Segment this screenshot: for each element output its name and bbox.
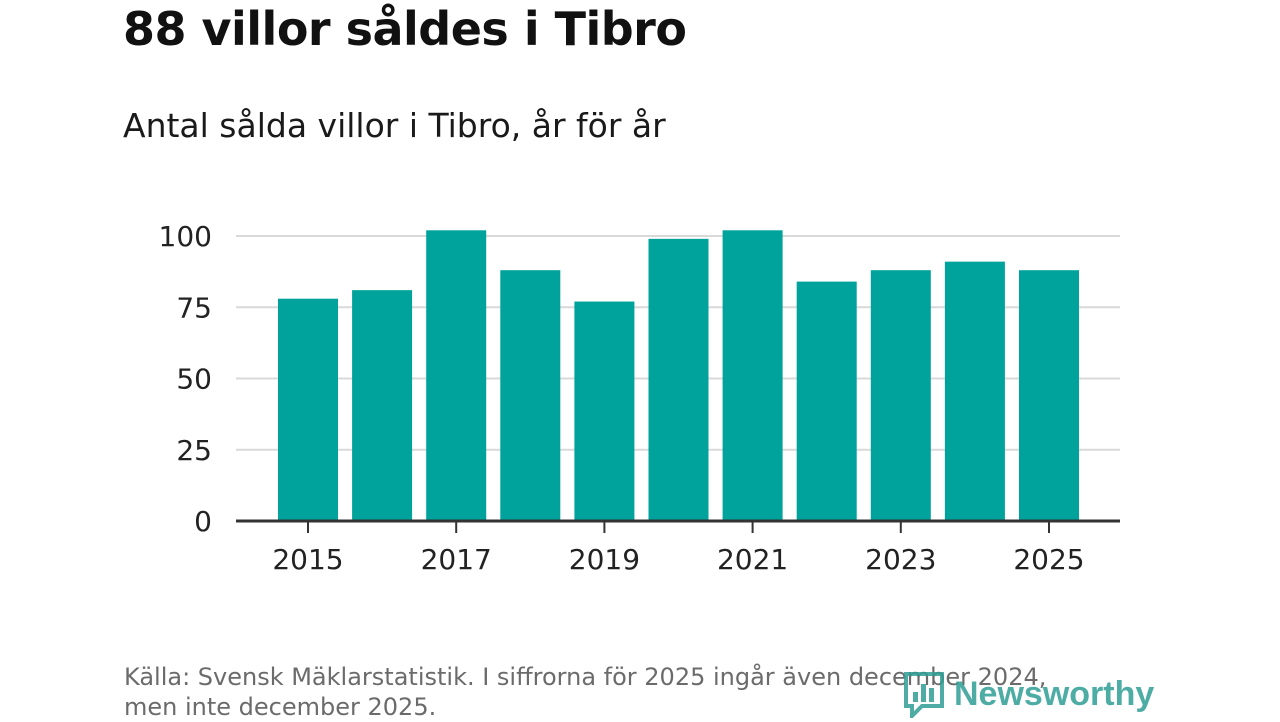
y-tick-label-50: 50 (176, 363, 212, 396)
bar-2024 (944, 261, 1005, 521)
bar-2019 (574, 301, 635, 521)
bar-2023 (870, 270, 931, 521)
newsworthy-logo-text: Newsworthy (954, 674, 1155, 713)
x-tick-label-2017: 2017 (421, 543, 492, 576)
y-tick-label-0: 0 (194, 505, 212, 538)
newsworthy-logo-icon (904, 672, 944, 718)
bar-2020 (648, 238, 709, 521)
x-tick-label-2019: 2019 (569, 543, 640, 576)
bars (278, 230, 1079, 522)
x-tick-label-2015: 2015 (272, 543, 343, 576)
bar-chart: 0 25 50 75 100 2015 2017 2019 2021 2023 2025 (159, 220, 1120, 576)
y-tick-label-100: 100 (159, 220, 212, 253)
chart-subtitle: Antal sålda villor i Tibro, år för år (123, 106, 666, 145)
y-tick-label-25: 25 (176, 434, 212, 467)
axes: 0 25 50 75 100 2015 2017 2019 2021 2023 2025 (159, 220, 1120, 576)
bar-2015 (278, 298, 338, 521)
source-line-2: men inte december 2025. (124, 693, 437, 721)
bar-2017 (426, 230, 487, 522)
source-note: Källa: Svensk Mäklarstatistik. I siffror… (124, 662, 1124, 722)
x-tick-label-2023: 2023 (865, 543, 936, 576)
newsworthy-logo: Newsworthy (902, 670, 1154, 718)
x-tick-label-2021: 2021 (717, 543, 788, 576)
y-tick-label-75: 75 (176, 291, 212, 324)
source-line-1: Källa: Svensk Mäklarstatistik. I siffror… (124, 663, 1047, 691)
bar-2016 (352, 290, 413, 521)
chart-title: 88 villor såldes i Tibro (123, 2, 687, 56)
bar-2021 (722, 230, 783, 522)
bar-2025 (1019, 270, 1079, 521)
bar-2018 (500, 270, 561, 521)
x-tick-label-2025: 2025 (1013, 543, 1084, 576)
bar-2022 (796, 281, 857, 521)
